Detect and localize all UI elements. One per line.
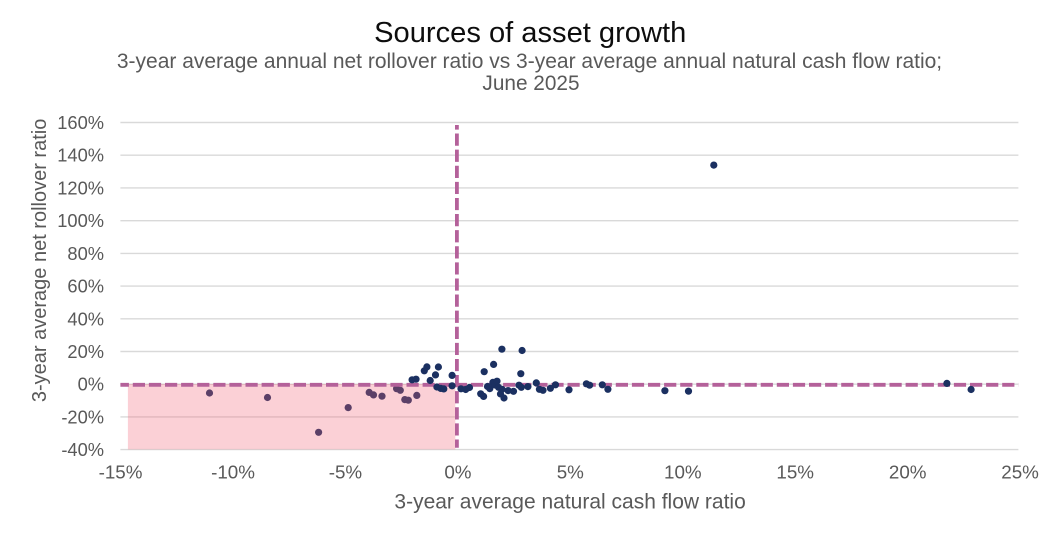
svg-text:-20%: -20% [61, 406, 104, 427]
svg-text:5%: 5% [557, 462, 584, 483]
svg-text:20%: 20% [889, 462, 927, 483]
svg-text:20%: 20% [67, 341, 104, 362]
svg-text:25%: 25% [1001, 462, 1039, 483]
svg-text:15%: 15% [776, 462, 814, 483]
svg-text:40%: 40% [67, 308, 104, 329]
svg-text:-5%: -5% [329, 462, 363, 483]
svg-text:100%: 100% [57, 210, 104, 231]
svg-text:-40%: -40% [61, 439, 104, 460]
svg-text:120%: 120% [57, 177, 104, 198]
svg-text:60%: 60% [67, 276, 104, 297]
svg-text:160%: 160% [57, 112, 104, 133]
svg-text:80%: 80% [67, 243, 104, 264]
svg-text:June 2025: June 2025 [482, 72, 579, 95]
svg-text:3-year average natural cash fl: 3-year average natural cash flow ratio [394, 490, 745, 513]
svg-text:0%: 0% [78, 374, 104, 395]
svg-text:10%: 10% [664, 462, 702, 483]
svg-text:3-year average net rollover ra: 3-year average net rollover ratio [29, 119, 51, 402]
svg-text:3-year average annual net roll: 3-year average annual net rollover ratio… [117, 50, 942, 73]
svg-text:140%: 140% [57, 145, 104, 166]
svg-text:Sources of asset growth: Sources of asset growth [374, 17, 686, 49]
svg-text:-10%: -10% [211, 462, 255, 483]
svg-text:-15%: -15% [99, 462, 143, 483]
svg-text:0%: 0% [444, 462, 471, 483]
